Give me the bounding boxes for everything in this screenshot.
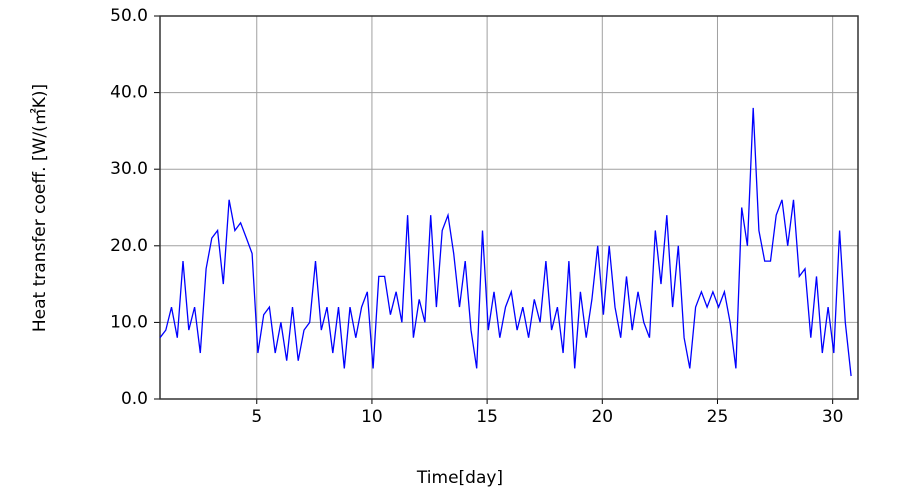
y-tick-label: 20.0 [110, 236, 148, 256]
y-tick-label: 50.0 [110, 6, 148, 26]
x-axis-label: Time[day] [416, 468, 503, 488]
y-tick-label: 30.0 [110, 159, 148, 179]
y-tick-label: 10.0 [110, 312, 148, 332]
y-tick-label: 40.0 [110, 83, 148, 103]
x-tick-label: 10 [361, 407, 383, 427]
data-line [159, 107, 852, 377]
x-tick-label: 5 [251, 407, 262, 427]
plot-frame [159, 15, 859, 400]
x-tick-label: 15 [476, 407, 498, 427]
x-tick-label: 30 [822, 407, 844, 427]
x-tick-label: 20 [591, 407, 613, 427]
y-tick-label: 0.0 [121, 389, 148, 409]
y-axis-label: Heat transfer coeff. [W/(㎡K)] [30, 84, 50, 332]
x-tick-label: 25 [707, 407, 729, 427]
